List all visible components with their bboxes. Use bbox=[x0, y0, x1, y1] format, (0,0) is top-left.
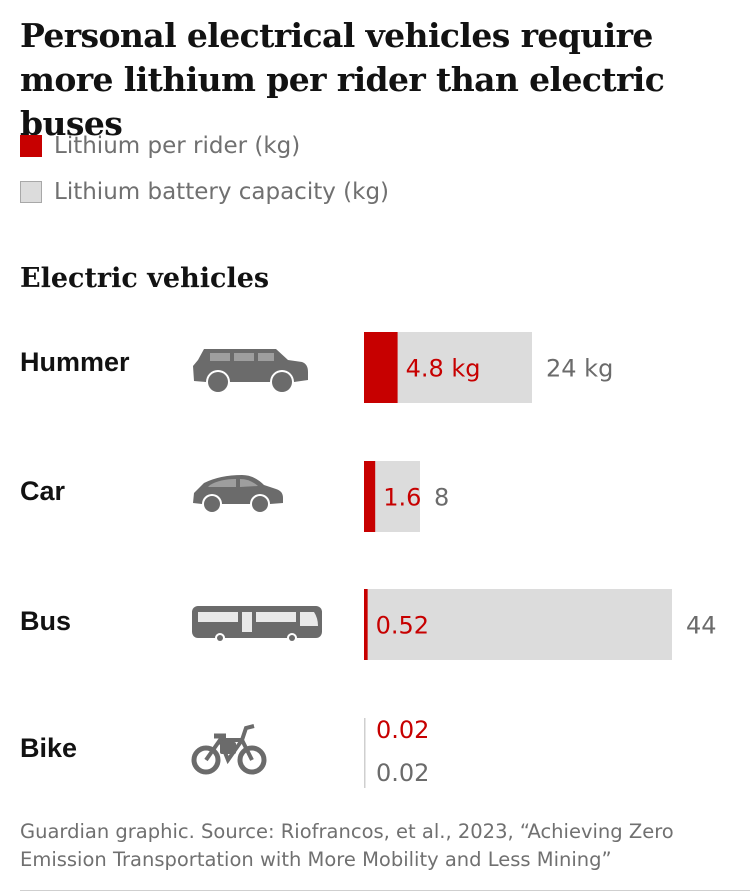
row-label-hummer: Hummer bbox=[20, 347, 130, 377]
label-capacity-car: 8 bbox=[434, 484, 449, 512]
label-per-rider-car: 1.6 bbox=[383, 484, 421, 512]
bar-per-rider-car bbox=[364, 461, 376, 532]
bar-axis-bike bbox=[364, 718, 366, 788]
row-label-car: Car bbox=[20, 476, 66, 506]
bar-chart: 4.8 kg 24 kg 1.6 8 0.52 44 0.02 0.02 bbox=[364, 332, 717, 788]
bar-capacity-bus bbox=[364, 589, 672, 660]
label-per-rider-bus: 0.52 bbox=[376, 612, 429, 640]
bus-icon bbox=[192, 606, 322, 643]
row-label-bus: Bus bbox=[20, 606, 72, 636]
bottom-divider bbox=[20, 890, 750, 891]
legend-swatch-red bbox=[20, 135, 42, 157]
label-capacity-bus: 44 bbox=[686, 612, 717, 640]
car-icon bbox=[193, 475, 283, 512]
suv-icon bbox=[193, 349, 308, 392]
bar-per-rider-hummer bbox=[364, 332, 398, 403]
section-title: Electric vehicles bbox=[20, 263, 270, 294]
label-per-rider-bike: 0.02 bbox=[376, 716, 429, 744]
legend-item-capacity: Lithium battery capacity (kg) bbox=[20, 179, 389, 205]
source-note: Guardian graphic. Source: Riofrancos, et… bbox=[20, 820, 674, 871]
label-capacity-bike: 0.02 bbox=[376, 759, 429, 787]
legend-label-per-rider: Lithium per rider (kg) bbox=[54, 133, 301, 159]
legend-item-per-rider: Lithium per rider (kg) bbox=[20, 133, 300, 159]
ebike-icon bbox=[191, 724, 267, 775]
row-label-bike: Bike bbox=[20, 733, 78, 763]
legend-label-capacity: Lithium battery capacity (kg) bbox=[54, 179, 390, 205]
label-capacity-hummer: 24 kg bbox=[546, 355, 613, 383]
bar-per-rider-bus bbox=[364, 589, 368, 660]
legend-swatch-grey bbox=[20, 181, 42, 203]
chart-title: Personal electrical vehicles require mor… bbox=[20, 16, 665, 143]
label-per-rider-hummer: 4.8 kg bbox=[406, 355, 481, 383]
